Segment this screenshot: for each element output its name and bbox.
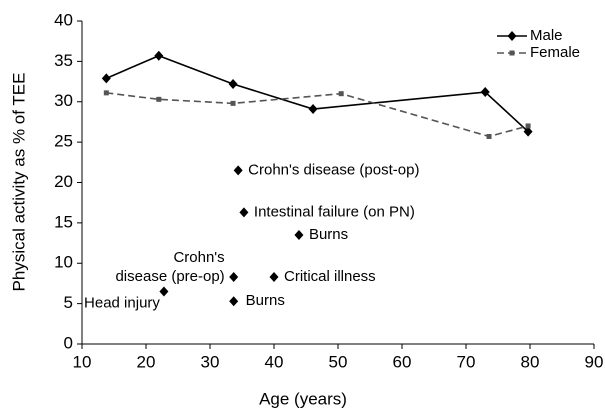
y-axis-label: Physical activity as % of TEE bbox=[9, 73, 28, 292]
point-label: disease (pre-op) bbox=[115, 268, 224, 285]
legend-marker bbox=[509, 50, 515, 56]
series-marker bbox=[525, 123, 531, 129]
x-axis-label: Age (years) bbox=[259, 389, 347, 408]
series-line bbox=[106, 54, 529, 133]
point-marker bbox=[229, 296, 239, 307]
x-tick-label: 50 bbox=[329, 352, 348, 371]
point-label: Burns bbox=[246, 292, 285, 309]
series-marker bbox=[338, 91, 344, 97]
series-marker bbox=[486, 133, 492, 139]
series-marker bbox=[228, 78, 238, 89]
x-tick-label: 40 bbox=[265, 352, 284, 371]
x-tick-label: 90 bbox=[585, 352, 604, 371]
y-tick-label: 0 bbox=[64, 333, 73, 352]
series-marker bbox=[156, 96, 162, 102]
y-tick-label: 15 bbox=[54, 212, 73, 231]
legend-marker bbox=[507, 31, 517, 41]
point-label: Critical illness bbox=[284, 268, 376, 285]
point-label: Crohn's disease (post-op) bbox=[248, 161, 419, 178]
y-tick-label: 10 bbox=[54, 253, 73, 272]
x-tick-label: 70 bbox=[457, 352, 476, 371]
y-tick-label: 35 bbox=[54, 51, 73, 70]
y-tick-label: 20 bbox=[54, 172, 73, 191]
x-tick-label: 30 bbox=[201, 352, 220, 371]
series-marker bbox=[230, 100, 236, 106]
point-marker bbox=[269, 271, 279, 282]
point-label: Crohn's bbox=[173, 249, 224, 266]
x-tick-label: 60 bbox=[393, 352, 412, 371]
point-marker bbox=[239, 207, 249, 218]
series-marker bbox=[101, 73, 111, 84]
legend-label: Female bbox=[530, 44, 580, 61]
y-tick-label: 5 bbox=[64, 293, 73, 312]
series-marker bbox=[103, 90, 109, 96]
point-marker bbox=[233, 165, 243, 176]
series-marker bbox=[523, 126, 533, 137]
series-marker bbox=[480, 87, 490, 98]
point-label: Burns bbox=[309, 226, 348, 243]
y-tick-label: 40 bbox=[54, 10, 73, 29]
point-marker bbox=[159, 286, 169, 297]
x-tick-label: 10 bbox=[73, 352, 92, 371]
legend-label: Male bbox=[530, 27, 563, 44]
point-label: Head injury bbox=[84, 294, 160, 311]
series-marker bbox=[308, 104, 318, 115]
y-tick-label: 30 bbox=[54, 91, 73, 110]
y-tick-label: 25 bbox=[54, 132, 73, 151]
series-marker bbox=[154, 50, 164, 61]
series-line bbox=[106, 92, 529, 138]
point-marker bbox=[294, 229, 304, 240]
x-tick-label: 20 bbox=[137, 352, 156, 371]
x-tick-label: 80 bbox=[521, 352, 540, 371]
point-marker bbox=[229, 271, 239, 282]
point-label: Intestinal failure (on PN) bbox=[254, 203, 415, 220]
